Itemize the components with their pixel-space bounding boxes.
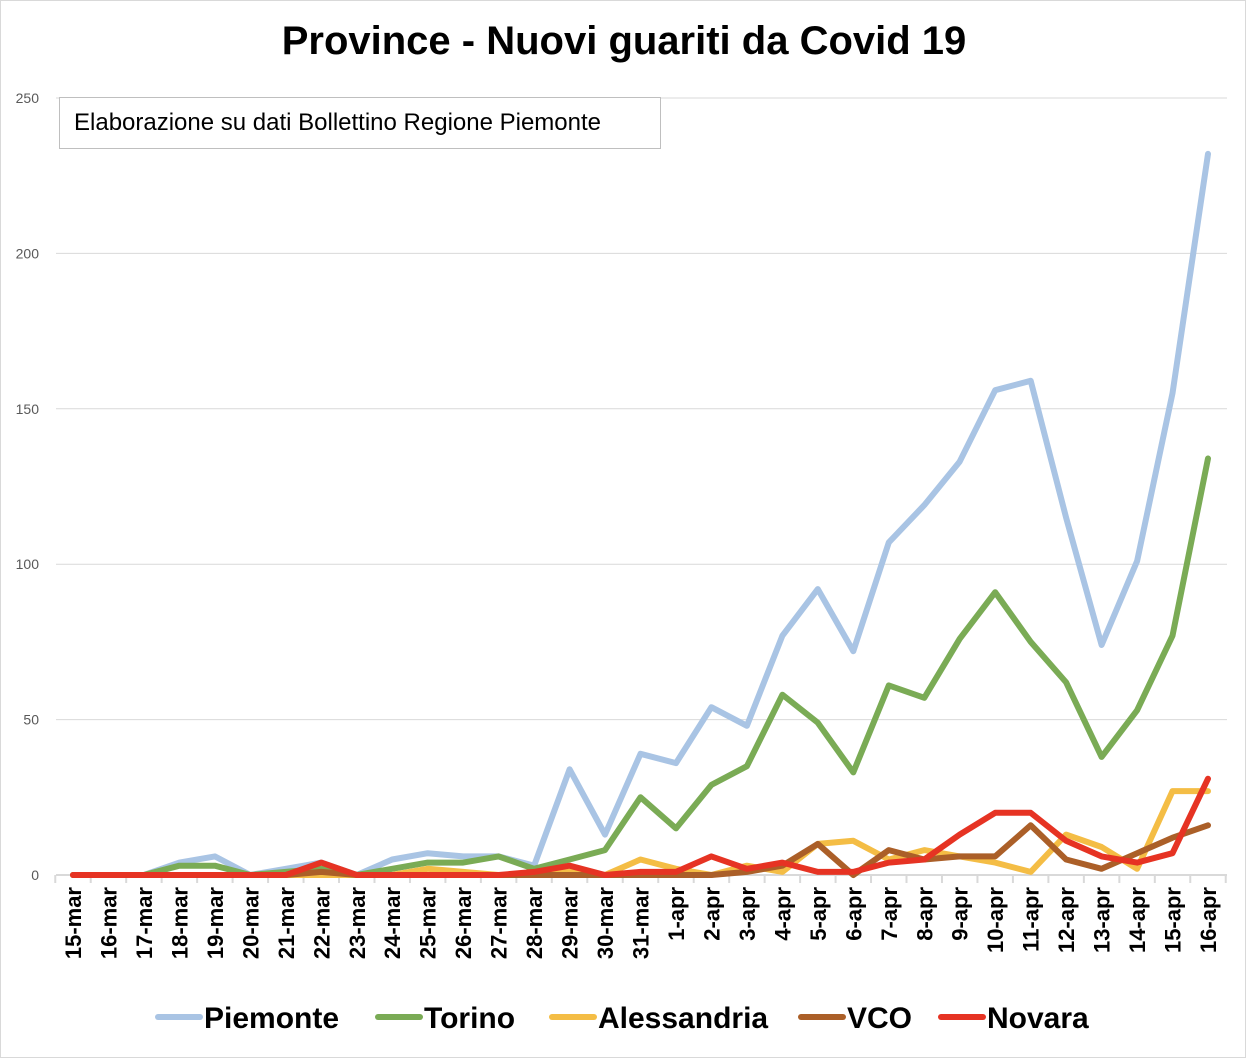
x-tick-label: 6-apr <box>841 887 866 941</box>
series-line-piemonte <box>73 154 1208 875</box>
x-tick-label: 12-apr <box>1054 887 1079 953</box>
x-tick-label: 17-mar <box>132 887 157 960</box>
x-tick-label: 28-mar <box>522 887 547 960</box>
x-tick-label: 22-mar <box>309 887 334 960</box>
x-tick-label: 31-mar <box>629 887 654 960</box>
x-tick-label: 21-mar <box>274 887 299 960</box>
x-tick-label: 29-mar <box>558 887 583 960</box>
x-tick-label: 16-mar <box>96 887 121 960</box>
x-tick-label: 7-apr <box>877 887 902 941</box>
x-tick-label: 1-apr <box>664 887 689 941</box>
chart-annotation: Elaborazione su dati Bollettino Regione … <box>59 97 661 149</box>
x-tick-label: 9-apr <box>948 887 973 941</box>
legend-label-novara: Novara <box>987 1002 1089 1035</box>
x-tick-label: 11-apr <box>1019 887 1044 952</box>
x-tick-label: 24-mar <box>380 887 405 960</box>
legend-label-piemonte: Piemonte <box>204 1002 339 1035</box>
x-tick-label: 23-mar <box>345 887 370 960</box>
y-tick-label: 200 <box>16 245 40 261</box>
y-tick-label: 150 <box>16 401 40 417</box>
y-tick-label: 0 <box>31 867 39 883</box>
x-tick-label: 10-apr <box>983 887 1008 953</box>
x-tick-label: 15-mar <box>61 887 86 960</box>
x-tick-label: 4-apr <box>770 887 795 941</box>
x-tick-label: 5-apr <box>806 887 831 941</box>
legend-label-torino: Torino <box>424 1002 515 1035</box>
x-tick-label: 25-mar <box>416 887 441 960</box>
x-tick-label: 15-apr <box>1161 887 1186 953</box>
x-tick-label: 14-apr <box>1125 887 1150 953</box>
x-tick-label: 8-apr <box>912 887 937 941</box>
x-tick-label: 18-mar <box>167 887 192 960</box>
x-tick-label: 19-mar <box>203 887 228 960</box>
legend-label-vco: VCO <box>847 1002 912 1035</box>
x-tick-label: 20-mar <box>238 887 263 960</box>
y-tick-label: 250 <box>16 90 40 106</box>
chart-title: Province - Nuovi guariti da Covid 19 <box>1 19 1246 64</box>
x-tick-label: 13-apr <box>1090 887 1115 953</box>
x-tick-label: 27-mar <box>487 887 512 960</box>
x-tick-label: 16-apr <box>1196 887 1221 953</box>
legend-label-alessandria: Alessandria <box>598 1002 768 1035</box>
x-tick-label: 3-apr <box>735 887 760 941</box>
series-line-torino <box>73 459 1208 876</box>
y-tick-label: 50 <box>23 712 39 728</box>
x-tick-label: 30-mar <box>593 887 618 960</box>
x-tick-label: 26-mar <box>451 887 476 960</box>
x-tick-label: 2-apr <box>699 887 724 941</box>
y-tick-label: 100 <box>16 556 40 572</box>
